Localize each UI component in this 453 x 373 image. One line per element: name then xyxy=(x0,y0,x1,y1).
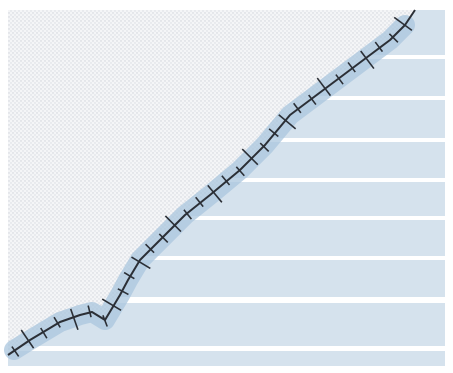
hachure xyxy=(235,166,245,177)
hachure xyxy=(221,175,231,186)
hachure xyxy=(131,256,151,270)
hachure xyxy=(241,148,259,166)
hachure xyxy=(278,114,297,130)
hachure xyxy=(195,196,204,208)
hachure xyxy=(102,315,108,327)
hachure xyxy=(87,305,92,318)
hachure xyxy=(316,77,332,97)
stripe xyxy=(8,297,445,303)
hachure xyxy=(164,215,182,233)
escarpment-line xyxy=(7,9,416,356)
hachures xyxy=(11,16,413,357)
hachure xyxy=(308,94,317,106)
hachure xyxy=(360,50,375,70)
stripe xyxy=(8,216,445,220)
stripe xyxy=(8,346,445,351)
hachure xyxy=(374,41,384,53)
hachure xyxy=(207,184,223,203)
hachure xyxy=(123,271,135,280)
hachure xyxy=(335,74,344,85)
hachure xyxy=(117,288,129,296)
hachure xyxy=(53,316,61,328)
hachure xyxy=(259,142,270,153)
hachure xyxy=(183,209,193,220)
hachure xyxy=(388,33,399,43)
hachure xyxy=(69,308,79,330)
hachure xyxy=(11,346,20,357)
hachure xyxy=(293,102,302,114)
hachure xyxy=(393,16,413,32)
hachure xyxy=(268,128,279,138)
stripe xyxy=(8,256,445,260)
hachure xyxy=(40,327,48,339)
hachure xyxy=(101,298,122,312)
hachure xyxy=(20,329,35,349)
hachure xyxy=(347,61,356,73)
hachure xyxy=(145,243,155,254)
hachure xyxy=(158,233,169,243)
